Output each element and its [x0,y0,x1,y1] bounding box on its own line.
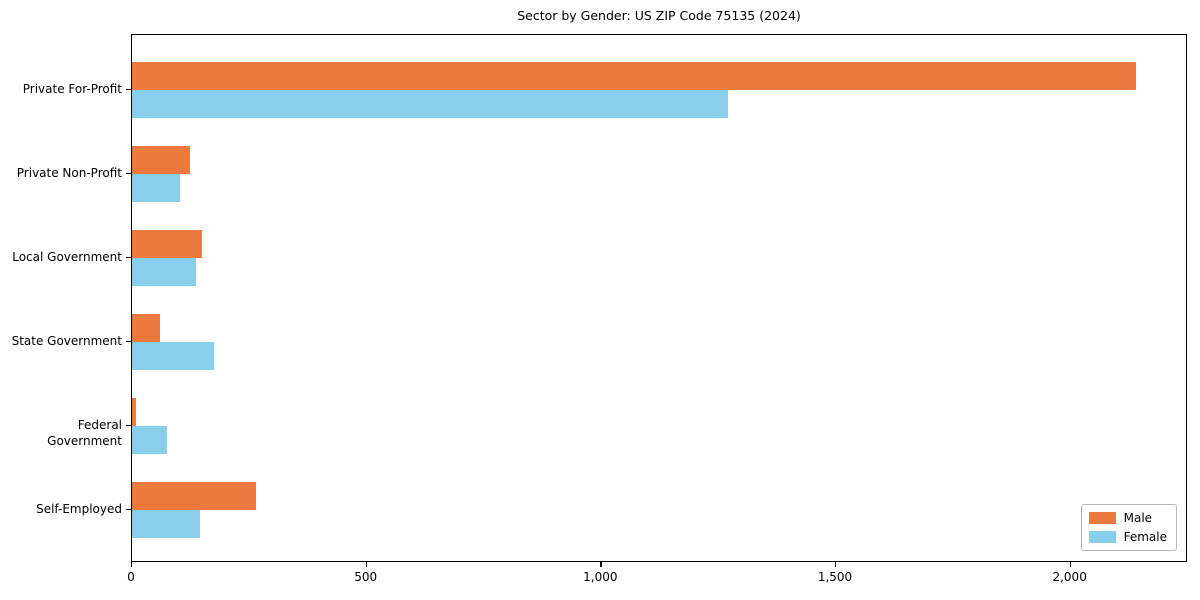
bar-female-6 [132,510,201,538]
ytick-mark [126,257,131,259]
xtick-label: 1,500 [817,570,853,584]
ytick-mark [126,425,131,427]
xtick-mark [600,562,602,567]
bar-female-1 [132,90,729,118]
chart-title: Sector by Gender: US ZIP Code 75135 (202… [517,8,801,23]
plot-area: Male Female [131,34,1187,562]
legend: Male Female [1080,504,1177,551]
bars-layer [132,35,1186,561]
bar-female-4 [132,342,215,370]
female-color-swatch [1088,531,1116,543]
xtick-label: 1,000 [583,570,618,584]
xtick-mark [131,562,133,567]
bar-male-6 [132,482,257,510]
xtick-label: 2,000 [1052,570,1087,584]
ytick-label: Private Non-Profit [16,166,122,180]
ytick-mark [126,509,131,511]
ytick-mark [126,173,131,175]
bar-male-4 [132,314,161,342]
xtick-mark [365,562,367,567]
bar-male-3 [132,230,203,258]
xtick-mark [835,562,837,567]
xtick-mark [1069,562,1071,567]
ytick-label: Self-Employed [36,502,122,516]
legend-label-male: Male [1123,511,1153,525]
ytick-mark [126,89,131,91]
ytick-label: Local Government [12,250,122,264]
legend-label-female: Female [1123,530,1167,544]
ytick-label: State Government [11,334,122,348]
ytick-label: Private For-Profit [22,82,122,96]
xtick-label: 0 [127,570,135,584]
bar-female-3 [132,258,197,286]
xtick-label: 500 [354,570,378,584]
legend-entry-male: Male [1088,511,1167,525]
male-color-swatch [1088,512,1116,524]
bar-male-2 [132,146,191,174]
bar-female-5 [132,426,168,454]
ytick-mark [126,341,131,343]
legend-entry-female: Female [1088,530,1167,544]
bar-female-2 [132,174,181,202]
bar-male-5 [132,398,136,426]
ytick-label: Federal Government [47,418,122,448]
bar-male-1 [132,62,1137,90]
